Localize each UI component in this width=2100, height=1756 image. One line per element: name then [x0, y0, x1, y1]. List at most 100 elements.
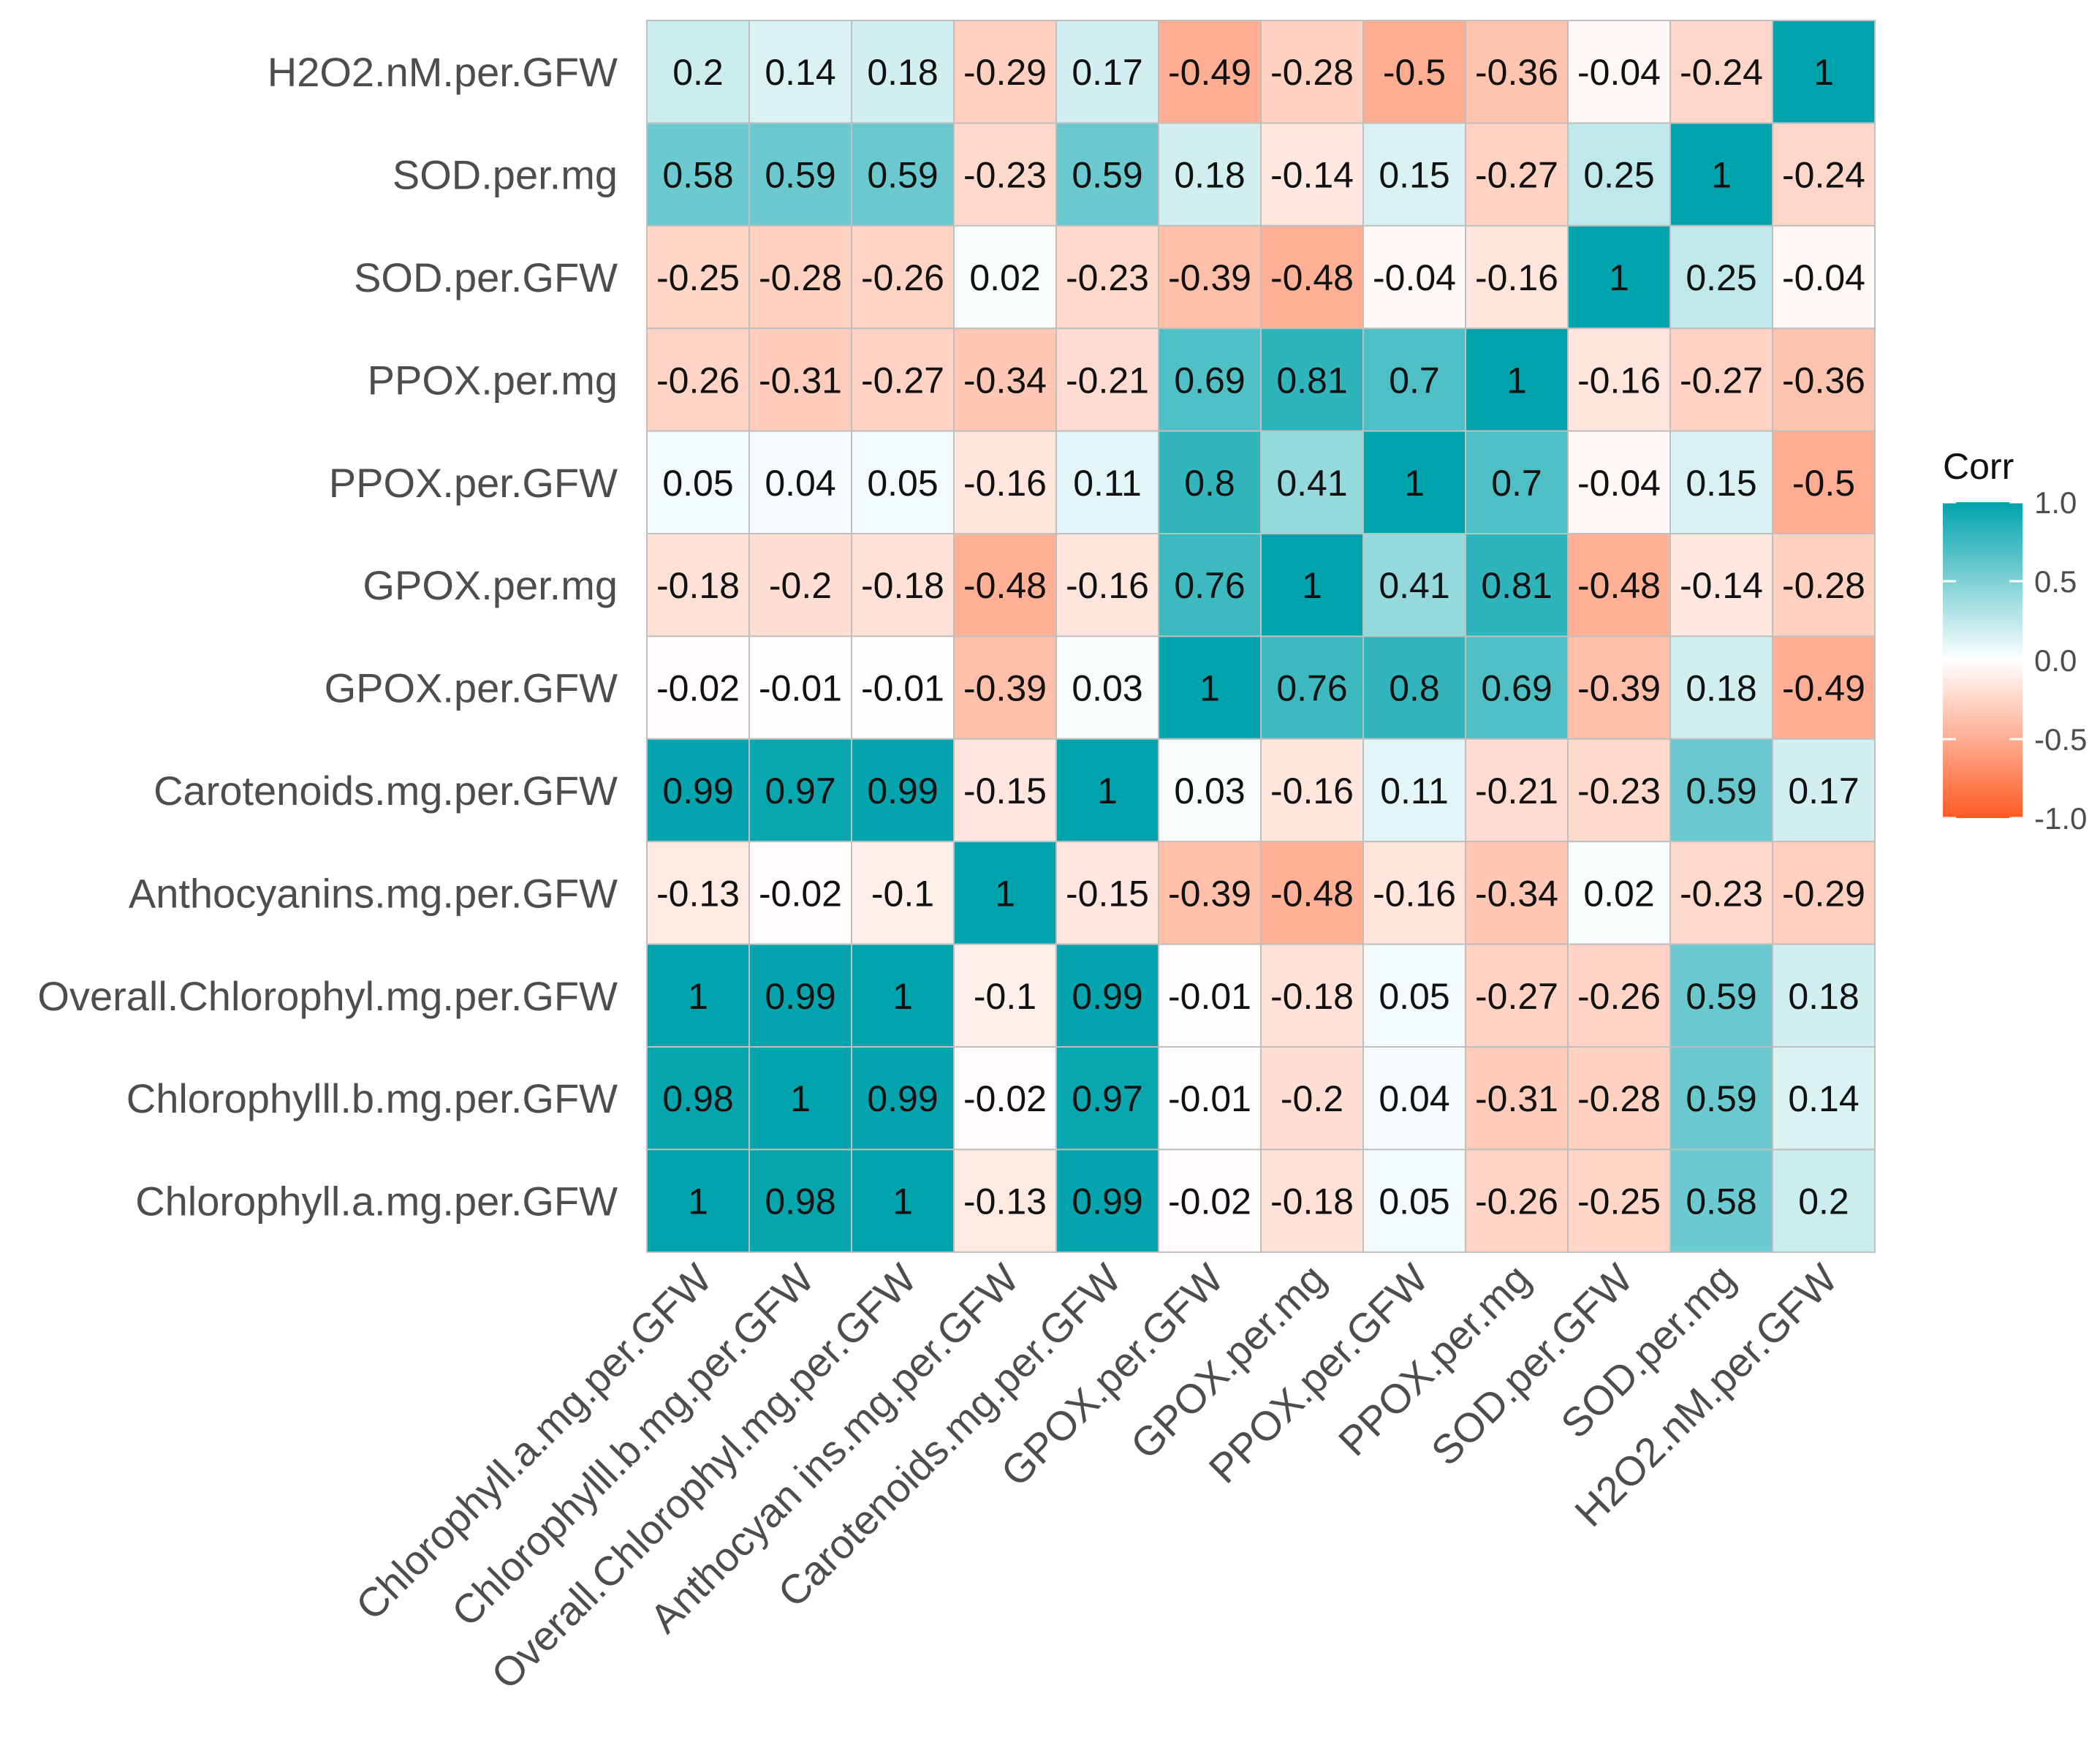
- heatmap-cell: [1669, 328, 1773, 432]
- heatmap-cell: [1055, 1148, 1159, 1253]
- heatmap-cell: [1260, 738, 1364, 843]
- cell-value-label: 0.58: [1686, 1181, 1756, 1222]
- heatmap-cell: [646, 841, 750, 945]
- heatmap-cell: [1669, 841, 1773, 945]
- heatmap-cell: [953, 224, 1057, 330]
- cell-value-label: -0.13: [963, 1181, 1047, 1222]
- x-axis-tick-labels: Chlorophyll.a.mg.per.GFWChlorophylll.b.m…: [346, 1255, 1846, 1698]
- cell-value-label: -0.02: [963, 1078, 1047, 1119]
- heatmap-cell: [748, 1148, 852, 1253]
- cell-value-label: -0.48: [963, 565, 1047, 606]
- cell-value-label: -0.18: [1270, 1181, 1354, 1222]
- heatmap-cell: [1158, 20, 1262, 124]
- cell-value-label: 1: [790, 1078, 811, 1119]
- heatmap-cell: [646, 328, 750, 432]
- heatmap-cell: [1158, 430, 1262, 534]
- row-label-h2o2-nm-per-gfw: H2O2.nM.per.GFW: [268, 49, 618, 95]
- heatmap-cell: [1158, 328, 1262, 432]
- cell-value-label: 0.04: [1379, 1078, 1449, 1119]
- color-legend: Corr 1.0 0.5 0.0 -0.5 -1.0: [1943, 446, 2087, 836]
- cell-value-label: 0.05: [1379, 1181, 1449, 1222]
- row-label-gpox-per-gfw: GPOX.per.GFW: [325, 665, 618, 711]
- heatmap-cell: [1465, 635, 1569, 740]
- heatmap-cell: [851, 1148, 955, 1253]
- heatmap-cell: [953, 122, 1057, 227]
- cell-value-label: -0.34: [1475, 873, 1558, 914]
- y-axis-tick-labels: H2O2.nM.per.GFW SOD.per.mg SOD.per.GFW PPOX…: [37, 49, 618, 1224]
- cell-value-label: -0.15: [1066, 873, 1149, 914]
- row-label-overall-chlorophyl-mg-per-gfw: Overall.Chlorophyl.mg.per.GFW: [37, 973, 618, 1019]
- heatmap-cell: [1158, 533, 1262, 637]
- heatmap-cell: [1567, 1046, 1671, 1151]
- cell-value-label: -0.21: [1066, 360, 1149, 401]
- cell-value-label: 0.17: [1788, 771, 1859, 811]
- heatmap-cell: [1260, 328, 1364, 432]
- heatmap-cell: [1567, 533, 1671, 637]
- heatmap-cell: [1669, 430, 1773, 534]
- heatmap-cell: [851, 635, 955, 740]
- heatmap-cell: [1362, 943, 1466, 1048]
- cell-value-label: 1: [892, 976, 913, 1017]
- cell-value-label: -0.01: [1168, 976, 1251, 1017]
- cell-value-label: -0.27: [1680, 360, 1763, 401]
- cell-value-label: -0.5: [1383, 52, 1446, 93]
- cell-value-label: -0.13: [656, 873, 740, 914]
- cell-value-label: 0.25: [1583, 155, 1654, 196]
- heatmap-cell: [646, 1046, 750, 1151]
- cell-value-label: -0.14: [1270, 155, 1354, 196]
- cell-value-label: -0.34: [963, 360, 1047, 401]
- heatmap-cell: [1465, 533, 1569, 637]
- heatmap-cell: [1055, 430, 1159, 534]
- heatmap-cell: [1669, 122, 1773, 227]
- cell-value-label: -0.28: [759, 257, 842, 298]
- heatmap-cell: [1260, 224, 1364, 330]
- cell-value-label: -0.39: [1168, 873, 1251, 914]
- heatmap-cell: [748, 328, 852, 432]
- heatmap-cell: [646, 533, 750, 637]
- heatmap-cell: [1362, 841, 1466, 945]
- cell-value-label: -0.02: [1168, 1181, 1251, 1222]
- heatmap-cell: [1260, 1148, 1364, 1253]
- heatmap-cell: [1362, 430, 1466, 534]
- heatmap-cell: [953, 635, 1057, 740]
- cell-value-label: 0.98: [765, 1181, 835, 1222]
- heatmap-cell: [748, 122, 852, 227]
- heatmap-cell: [1669, 738, 1773, 843]
- heatmap-cell: [1772, 738, 1876, 843]
- cell-value-label: -0.48: [1270, 873, 1354, 914]
- cell-value-label: -0.16: [1577, 360, 1661, 401]
- row-label-ppox-per-gfw: PPOX.per.GFW: [329, 460, 618, 506]
- cell-value-label: 0.14: [1788, 1078, 1859, 1119]
- cell-value-label: -0.48: [1270, 257, 1354, 298]
- cell-value-label: -0.26: [1475, 1181, 1558, 1222]
- cell-value-label: 0.11: [1380, 771, 1449, 811]
- heatmap-cell: [1567, 738, 1671, 843]
- heatmap-cell: [1055, 635, 1159, 740]
- legend-colorbar: [1943, 502, 2023, 818]
- cell-value-label: -0.2: [769, 565, 832, 606]
- cell-value-label: 0.04: [765, 463, 835, 504]
- heatmap-cell: [646, 635, 750, 740]
- cell-value-label: 1: [1302, 565, 1322, 606]
- cell-value-label: 1: [1813, 52, 1834, 93]
- row-label-chlorophyll-a-mg-per-gfw: Chlorophyll.a.mg.per.GFW: [135, 1178, 618, 1225]
- heatmap-cell: [1055, 122, 1159, 227]
- cell-value-label: -0.04: [1577, 52, 1661, 93]
- cell-value-label: 0.97: [765, 771, 835, 811]
- cell-value-label: 0.18: [1686, 668, 1756, 709]
- cell-value-label: -0.21: [1475, 771, 1558, 811]
- cell-value-label: -0.23: [1066, 257, 1149, 298]
- heatmap-cell: [1772, 328, 1876, 432]
- cell-value-label: 0.7: [1491, 463, 1542, 504]
- cell-value-label: -0.04: [1373, 257, 1456, 298]
- heatmap-cell: [1158, 841, 1262, 945]
- heatmap-cell: [1772, 533, 1876, 637]
- cell-value-label: 0.69: [1174, 360, 1245, 401]
- heatmap-cell: [1260, 635, 1364, 740]
- cell-value-label: -0.14: [1680, 565, 1763, 606]
- heatmap-cell: [1158, 1046, 1262, 1151]
- heatmap-cell: [1772, 20, 1876, 124]
- heatmap-cell: [851, 1046, 955, 1151]
- cell-value-label: 0.02: [969, 257, 1040, 298]
- cell-value-label: 0.81: [1276, 360, 1347, 401]
